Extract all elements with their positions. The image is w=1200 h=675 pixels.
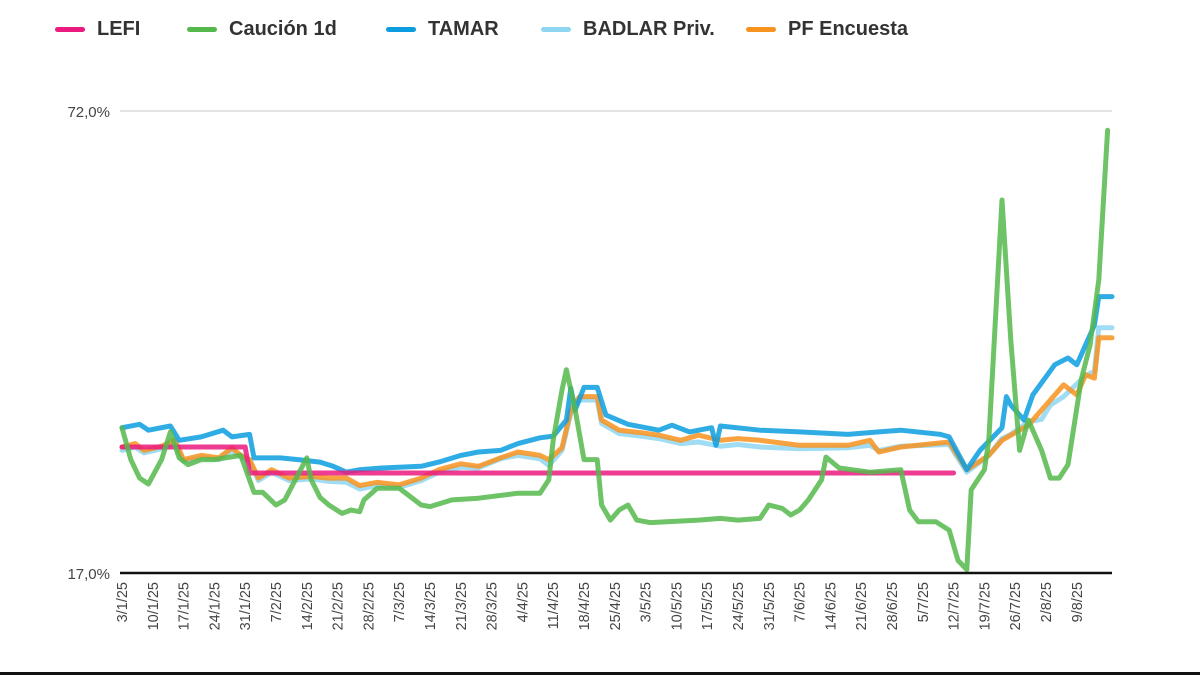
legend-label: PF Encuesta xyxy=(788,17,909,40)
legend-swatch-badlar xyxy=(541,26,571,32)
legend-label: TAMAR xyxy=(428,17,499,40)
x-tick-label: 2/8/25 xyxy=(1039,582,1055,622)
x-tick-label: 14/6/25 xyxy=(823,582,839,630)
x-tick-label: 24/1/25 xyxy=(207,582,223,630)
x-tick-label: 9/8/25 xyxy=(1070,582,1086,622)
legend-swatch-caucion xyxy=(187,26,217,32)
legend: LEFI Caución 1d TAMAR BADLAR Priv. PF En… xyxy=(0,14,1200,44)
x-tick-label: 7/3/25 xyxy=(392,582,408,622)
y-tick-label: 17,0% xyxy=(67,566,110,583)
x-tick-label: 10/1/25 xyxy=(146,582,162,630)
x-tick-label: 7/2/25 xyxy=(269,582,285,622)
legend-label: Caución 1d xyxy=(229,17,337,40)
x-tick-label: 7/6/25 xyxy=(793,582,809,622)
series-line-lefi[interactable] xyxy=(119,444,957,476)
x-tick-label: 21/6/25 xyxy=(854,582,870,630)
x-tick-label: 31/5/25 xyxy=(762,582,778,630)
x-tick-label: 19/7/25 xyxy=(977,582,993,630)
x-tick-label: 18/4/25 xyxy=(577,582,593,630)
x-tick-label: 10/5/25 xyxy=(669,582,685,630)
legend-label: BADLAR Priv. xyxy=(583,17,715,40)
legend-item-lefi[interactable]: LEFI xyxy=(55,14,140,44)
x-tick-label: 17/5/25 xyxy=(700,582,716,630)
x-tick-label: 14/2/25 xyxy=(300,582,316,630)
x-tick-label: 28/3/25 xyxy=(485,582,501,630)
x-tick-label: 12/7/25 xyxy=(947,582,963,630)
x-tick-label: 28/6/25 xyxy=(885,582,901,630)
x-tick-labels: 3/1/25 10/1/25 17/1/25 24/1/25 31/1/25 7/2/25… xyxy=(115,582,1086,630)
legend-item-pf-encuesta[interactable]: PF Encuesta xyxy=(746,14,908,44)
legend-swatch-pf xyxy=(746,26,776,32)
x-tick-label: 11/4/25 xyxy=(546,582,562,629)
legend-item-badlar[interactable]: BADLAR Priv. xyxy=(541,14,715,44)
series-line-cauci-n-1d[interactable] xyxy=(119,127,1111,573)
legend-item-caucion[interactable]: Caución 1d xyxy=(187,14,337,44)
legend-item-tamar[interactable]: TAMAR xyxy=(386,14,499,44)
x-tick-label: 25/4/25 xyxy=(608,582,624,630)
x-tick-label: 17/1/25 xyxy=(177,582,193,630)
series-layer xyxy=(119,127,1115,573)
x-tick-label: 26/7/25 xyxy=(1008,582,1024,630)
x-tick-label: 5/7/25 xyxy=(916,582,932,622)
x-tick-label: 31/1/25 xyxy=(238,582,254,630)
x-tick-label: 14/3/25 xyxy=(423,582,439,630)
x-tick-label: 3/1/25 xyxy=(115,582,131,622)
bottom-border xyxy=(0,672,1200,675)
x-tick-label: 3/5/25 xyxy=(639,582,655,622)
y-tick-label: 72,0% xyxy=(67,104,110,121)
legend-label: LEFI xyxy=(97,17,141,40)
series-line-tamar[interactable] xyxy=(119,294,1115,475)
x-tick-label: 4/4/25 xyxy=(515,582,531,622)
legend-swatch-lefi xyxy=(55,26,85,32)
x-tick-label: 21/2/25 xyxy=(331,582,347,630)
legend-swatch-tamar xyxy=(386,26,416,32)
x-tick-label: 24/5/25 xyxy=(731,582,747,630)
x-tick-label: 21/3/25 xyxy=(454,582,470,630)
x-tick-label: 28/2/25 xyxy=(361,582,377,630)
